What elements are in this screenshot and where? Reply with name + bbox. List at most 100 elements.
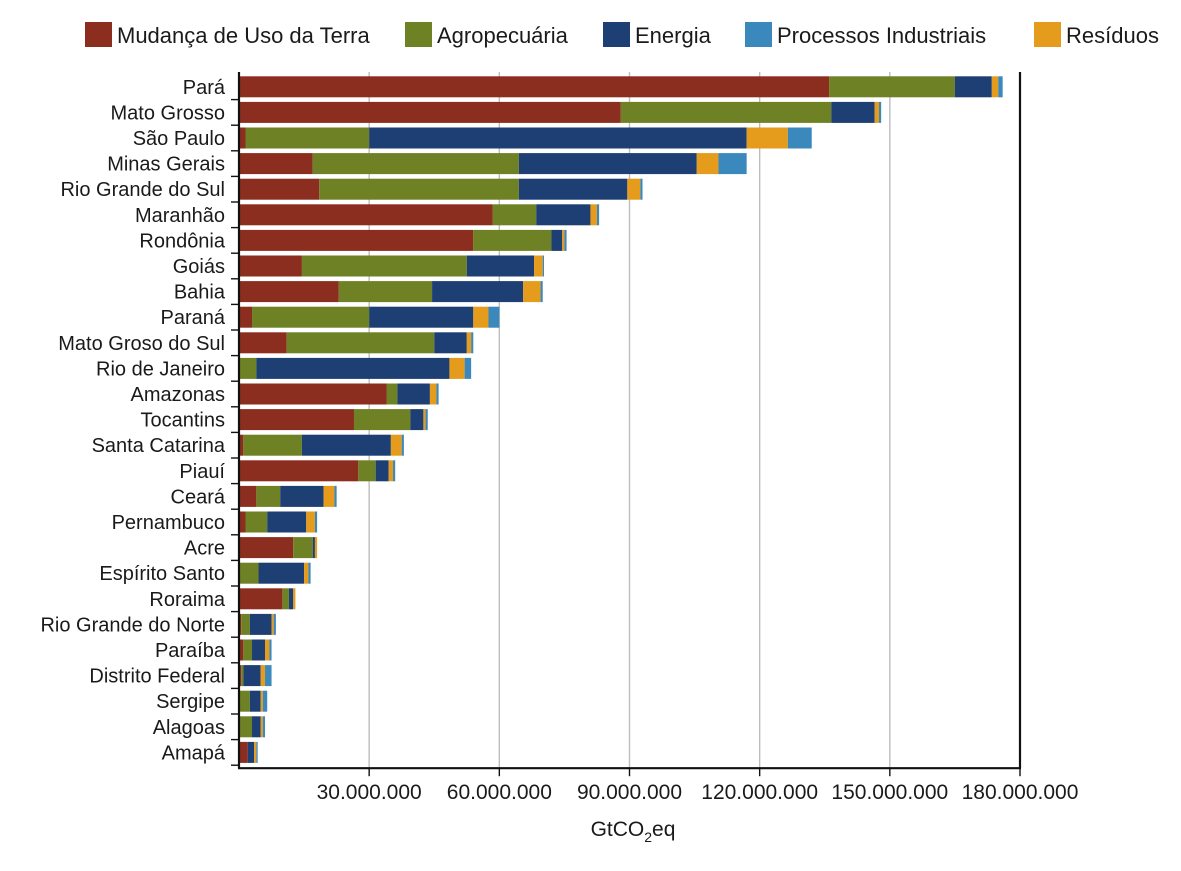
bar-row-maranhao <box>239 204 600 226</box>
bar-minas-gerais-energia <box>518 153 697 175</box>
bar-sao-paulo-processos-industriais <box>787 127 812 149</box>
bar-santa-catarina-agropecuaria <box>243 434 302 456</box>
bar-rio-de-janeiro-energia <box>256 357 450 379</box>
bar-ceara-energia <box>280 485 324 507</box>
bar-piaui-residuos <box>388 460 394 482</box>
bar-rio-grande-do-norte-energia <box>249 613 272 635</box>
bar-row-pernambuco <box>239 511 318 533</box>
bar-espirito-santo-energia <box>258 562 305 584</box>
bar-row-amapa <box>239 741 258 763</box>
bar-mato-grosso-mudanca-de-uso-da-terra <box>239 101 621 123</box>
bar-row-amazonas <box>239 383 439 405</box>
bar-row-sergipe <box>239 690 268 712</box>
bar-amazonas-energia <box>397 383 430 405</box>
bar-ceara-mudanca-de-uso-da-terra <box>239 485 257 507</box>
bar-parana-processos-industriais <box>488 306 500 328</box>
category-label-mato-groso-do-sul: Mato Groso do Sul <box>58 333 225 355</box>
bar-goias-processos-industriais <box>542 255 545 277</box>
bar-alagoas-agropecuaria <box>239 716 253 738</box>
bar-pernambuco-energia <box>267 511 307 533</box>
bar-rio-grande-do-sul-residuos <box>627 178 641 200</box>
bar-sergipe-residuos <box>260 690 263 712</box>
bar-acre-residuos <box>314 537 318 559</box>
axes <box>231 72 1022 777</box>
category-label-sergipe: Sergipe <box>156 691 225 713</box>
bar-piaui-energia <box>375 460 389 482</box>
x-axis-title-suffix: eq <box>652 818 675 841</box>
bar-pernambuco-agropecuaria <box>245 511 268 533</box>
bar-row-paraiba <box>239 639 272 661</box>
bar-parana-energia <box>369 306 474 328</box>
bar-parana-residuos <box>473 306 489 328</box>
bar-mato-grosso-energia <box>831 101 875 123</box>
category-label-alagoas: Alagoas <box>153 717 225 739</box>
bar-parana-mudanca-de-uso-da-terra <box>239 306 253 328</box>
category-label-amapa: Amapá <box>162 742 226 764</box>
gridlines <box>368 72 891 769</box>
bar-para-mudanca-de-uso-da-terra <box>239 76 830 98</box>
legend-label-energia: Energia <box>635 23 712 48</box>
category-label-maranhao: Maranhão <box>135 205 225 227</box>
category-label-espirito-santo: Espírito Santo <box>99 563 225 585</box>
bar-rondonia-energia <box>551 229 563 251</box>
bar-sergipe-energia <box>249 690 261 712</box>
category-label-mato-grosso: Mato Grosso <box>111 102 225 124</box>
bar-minas-gerais-mudanca-de-uso-da-terra <box>239 153 313 175</box>
bar-row-sao-paulo <box>239 127 812 149</box>
bar-ceara-agropecuaria <box>256 485 281 507</box>
bar-row-rio-grande-do-sul <box>239 178 643 200</box>
legend-item-residuos: Resíduos <box>1034 22 1159 48</box>
bar-amapa-mudanca-de-uso-da-terra <box>239 741 248 763</box>
bar-maranhao-residuos <box>590 204 597 226</box>
category-label-piaui: Piauí <box>179 461 225 483</box>
bar-maranhao-processos-industriais <box>596 204 600 226</box>
x-axis-title: GtCO2eq <box>591 818 676 845</box>
bar-amapa-energia <box>247 741 255 763</box>
bar-maranhao-energia <box>536 204 591 226</box>
bar-amazonas-agropecuaria <box>386 383 398 405</box>
bar-maranhao-agropecuaria <box>492 204 537 226</box>
bar-acre-energia <box>312 537 315 559</box>
legend-label-residuos: Resíduos <box>1066 23 1159 48</box>
bar-paraiba-agropecuaria <box>243 639 253 661</box>
bar-distrito-federal-energia <box>243 665 261 687</box>
x-tick-label-1: 60.000.000 <box>447 781 552 804</box>
x-tick-label-2: 90.000.000 <box>577 781 682 804</box>
bar-sergipe-processos-industriais <box>262 690 268 712</box>
bar-rio-de-janeiro-residuos <box>449 357 465 379</box>
legend-label-mudanca-de-uso-da-terra: Mudança de Uso da Terra <box>117 23 371 48</box>
bar-rio-grande-do-norte-agropecuaria <box>241 613 250 635</box>
bar-sao-paulo-agropecuaria <box>245 127 370 149</box>
bar-row-parana <box>239 306 500 328</box>
bar-alagoas-residuos <box>260 716 263 738</box>
category-label-acre: Acre <box>184 538 225 560</box>
bar-bahia-residuos <box>523 281 541 303</box>
bar-row-mato-grosso <box>239 101 882 123</box>
bar-espirito-santo-residuos <box>304 562 309 584</box>
bar-goias-agropecuaria <box>301 255 467 277</box>
legend-swatch-mudanca-de-uso-da-terra <box>85 22 112 47</box>
x-axis-title-subscript: 2 <box>644 829 652 845</box>
category-labels: Pará Mato Grosso São Paulo Minas Gerais Rio … <box>40 77 225 765</box>
bar-piaui-mudanca-de-uso-da-terra <box>239 460 359 482</box>
category-label-sao-paulo: São Paulo <box>133 128 225 150</box>
bar-rondonia-mudanca-de-uso-da-terra <box>239 229 474 251</box>
bar-sao-paulo-residuos <box>746 127 788 149</box>
category-label-para: Pará <box>183 77 226 99</box>
legend: Mudança de Uso da Terra Agropecuária Energ… <box>85 22 1159 48</box>
bar-paraiba-mudanca-de-uso-da-terra <box>239 639 244 661</box>
bar-amapa-residuos <box>254 741 257 763</box>
bar-amazonas-residuos <box>429 383 437 405</box>
bar-mato-groso-do-sul-mudanca-de-uso-da-terra <box>239 332 287 354</box>
bar-santa-catarina-processos-industriais <box>401 434 404 456</box>
bar-distrito-federal-agropecuaria <box>241 665 244 687</box>
bar-tocantins-agropecuaria <box>353 409 411 431</box>
bar-pernambuco-mudanca-de-uso-da-terra <box>239 511 246 533</box>
bar-row-mato-groso-do-sul <box>239 332 474 354</box>
bar-mato-groso-do-sul-energia <box>434 332 467 354</box>
bar-goias-energia <box>466 255 535 277</box>
bar-rio-grande-do-sul-energia <box>518 178 628 200</box>
bar-rio-de-janeiro-processos-industriais <box>464 357 472 379</box>
legend-item-mudanca-de-uso-da-terra: Mudança de Uso da Terra <box>85 22 371 48</box>
bar-espirito-santo-processos-industriais <box>308 562 311 584</box>
